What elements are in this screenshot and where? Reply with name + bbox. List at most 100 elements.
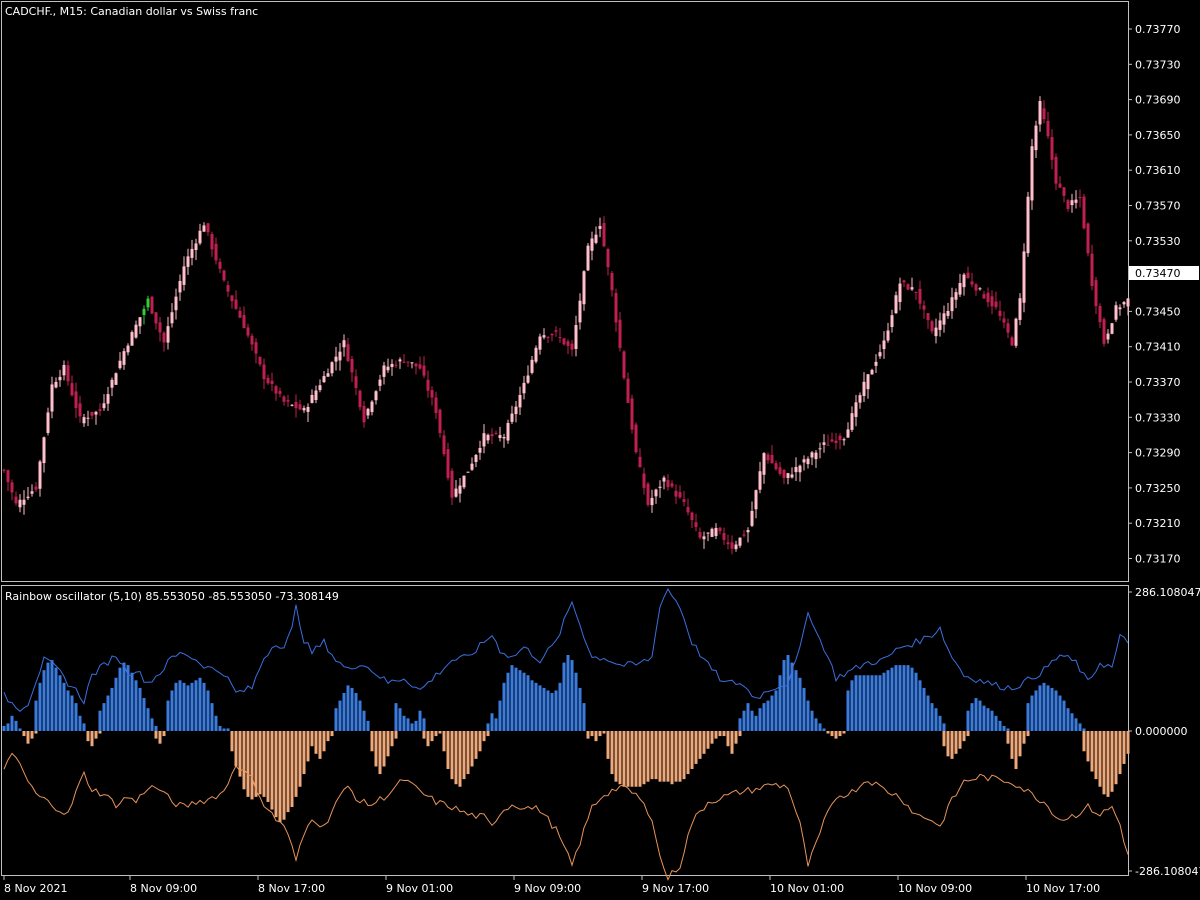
oscillator-bar [1010, 731, 1014, 759]
candle [778, 461, 782, 476]
candle [774, 460, 778, 471]
oscillator-bar [234, 731, 238, 767]
candle [342, 334, 346, 357]
candle [482, 424, 486, 454]
oscillator-bar [322, 731, 326, 752]
oscillator-bar [202, 682, 206, 731]
candle [314, 385, 318, 404]
oscillator-bar [834, 731, 838, 739]
current-price-marker: 0.73470 [1129, 266, 1199, 280]
candle [566, 339, 570, 354]
candle [434, 391, 438, 419]
candle [762, 452, 766, 484]
candle [698, 527, 702, 540]
candle [274, 384, 278, 401]
oscillator-series [2, 587, 1130, 882]
oscillator-bar [934, 708, 938, 731]
oscillator-bar [702, 731, 706, 754]
oscillator-bar [754, 715, 758, 731]
oscillator-bar [50, 660, 54, 731]
oscillator-bar [914, 672, 918, 731]
candle [326, 368, 330, 377]
candle [1078, 189, 1082, 208]
candle [158, 316, 162, 342]
oscillator-bar [646, 731, 650, 782]
candle [506, 419, 510, 444]
oscillator-bar [974, 698, 978, 731]
oscillator-bar [554, 690, 558, 731]
candle [866, 373, 870, 399]
oscillator-bar [98, 731, 102, 734]
candle [974, 282, 978, 296]
candle [54, 377, 58, 389]
oscillator-bar [246, 731, 250, 797]
oscillator-bar [994, 715, 998, 731]
candle [414, 363, 418, 375]
oscillator-bar [502, 682, 506, 731]
oscillator-tick-label: -286.108047 [1135, 865, 1200, 878]
candle [306, 403, 310, 422]
oscillator-bar [1086, 731, 1090, 762]
candle [466, 471, 470, 473]
oscillator-bar [270, 731, 274, 810]
candle [1006, 318, 1010, 338]
candle [402, 353, 406, 364]
time-tick-label: 9 Nov 01:00 [386, 882, 453, 895]
oscillator-bar [758, 708, 762, 731]
oscillator-bar [478, 731, 482, 752]
oscillator-bar [674, 731, 678, 782]
oscillator-bar [670, 731, 674, 785]
candle [618, 311, 622, 352]
oscillator-bar [1022, 731, 1026, 744]
oscillator-bar [678, 731, 682, 782]
candle [714, 523, 718, 540]
candle [654, 488, 658, 504]
candle [22, 490, 26, 515]
oscillator-bar [134, 680, 138, 731]
oscillator-bar [474, 731, 478, 759]
oscillator-bar [38, 682, 42, 731]
oscillator-bar [690, 731, 694, 770]
candle [794, 457, 798, 482]
oscillator-bar [950, 731, 954, 759]
oscillator-bar [862, 675, 866, 731]
candle [638, 448, 642, 468]
oscillator-bar [418, 710, 422, 731]
candle [878, 344, 882, 360]
oscillator-bar [1050, 687, 1054, 731]
candle [370, 400, 374, 416]
candle [798, 464, 802, 482]
candle [1018, 293, 1022, 326]
lower-line [3, 752, 1129, 882]
oscillator-bar [1126, 731, 1130, 754]
oscillator-bar [342, 692, 346, 731]
time-tick-label: 8 Nov 17:00 [258, 882, 325, 895]
oscillator-bar [130, 672, 134, 731]
oscillator-bar [858, 675, 862, 731]
oscillator-bar [86, 731, 90, 742]
candle [526, 365, 530, 384]
candle [1030, 138, 1034, 210]
oscillator-bar [658, 731, 662, 782]
candle [1014, 317, 1018, 348]
oscillator-bar [1006, 728, 1010, 731]
candle [74, 382, 78, 418]
price-tick-label: 0.73770 [1135, 23, 1181, 36]
candle [546, 335, 550, 344]
oscillator-bar [62, 682, 66, 731]
oscillator-bar [978, 700, 982, 731]
candle [650, 489, 654, 513]
candle [442, 430, 446, 457]
candle [162, 331, 166, 352]
candle [266, 374, 270, 385]
candle [1050, 129, 1054, 170]
oscillator-bar [102, 703, 106, 731]
oscillator-bar [1046, 685, 1050, 731]
oscillator-bar [790, 662, 794, 731]
candle [474, 454, 478, 468]
candle [710, 527, 714, 538]
candle [150, 295, 154, 315]
oscillator-bar [450, 731, 454, 780]
price-tick-label: 0.73170 [1135, 553, 1181, 566]
candle [338, 343, 342, 371]
